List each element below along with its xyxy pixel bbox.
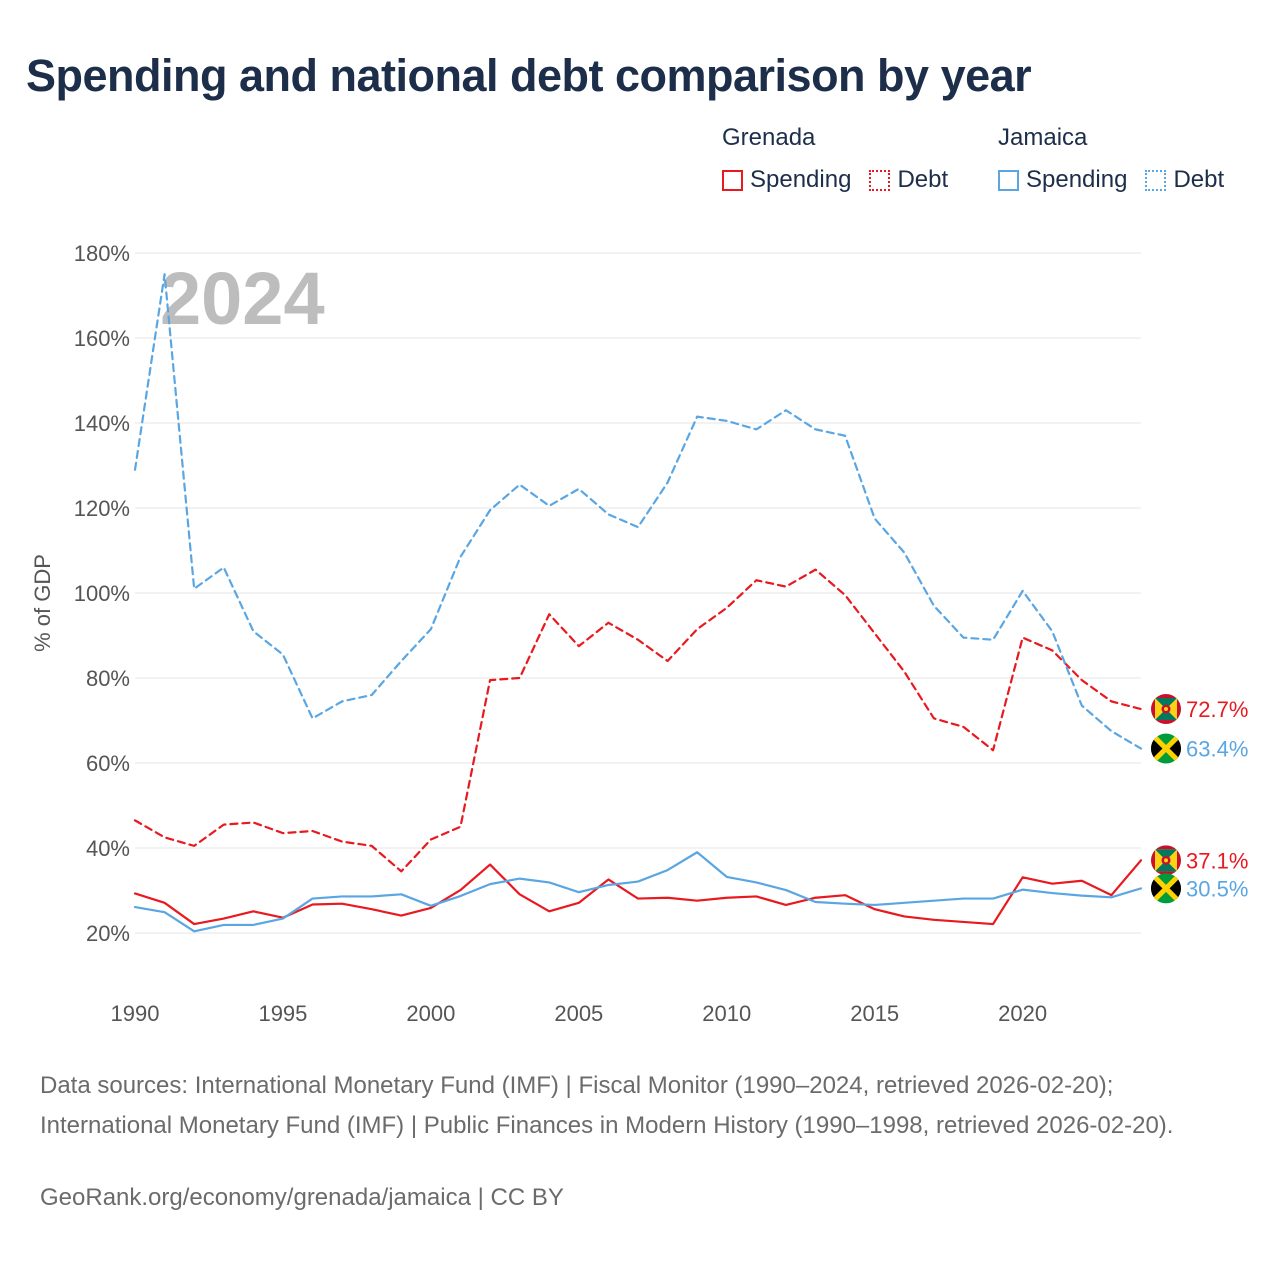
series-line-grenada-spending[interactable]: [133, 859, 1143, 926]
end-value-label: 30.5%: [1186, 876, 1248, 901]
legend-group-grenada: Grenada Spending Debt: [722, 124, 966, 194]
legend-swatch-solid: [998, 169, 1019, 191]
series-line-grenada-debt[interactable]: [133, 568, 1143, 873]
legend-item-jamaica-debt[interactable]: Debt: [1145, 166, 1224, 194]
grenada-flag-icon: [1151, 845, 1181, 875]
legend-item-grenada-debt[interactable]: Debt: [869, 166, 948, 194]
source-credit[interactable]: GeoRank.org/economy/grenada/jamaica | CC…: [40, 1184, 564, 1211]
gridlines: [135, 252, 1141, 934]
data-sources: Data sources: International Monetary Fun…: [40, 1072, 1174, 1139]
series-line-jamaica-spending[interactable]: [133, 851, 1143, 933]
legend-group-label: Jamaica: [998, 124, 1088, 151]
jamaica-flag-icon: [1151, 734, 1181, 764]
x-tick-label: 2020: [998, 1001, 1047, 1026]
year-watermark: 2024: [160, 257, 325, 340]
legend-item-grenada-spending[interactable]: Spending: [722, 166, 851, 194]
legend-swatch-dotted: [869, 169, 891, 191]
y-tick-label: 100%: [74, 581, 130, 606]
x-tick-label: 1990: [111, 1001, 160, 1026]
y-tick-label: 20%: [86, 921, 130, 946]
legend-label: Debt: [1173, 166, 1225, 193]
y-tick-label: 40%: [86, 836, 130, 861]
series-line-jamaica-debt[interactable]: [133, 273, 1143, 750]
y-tick-label: 140%: [74, 411, 130, 436]
axis-ticks: 20% 40% 60% 80% 100% 120% 140% 160% 180% 1990 1995…: [74, 241, 1047, 1026]
jamaica-flag-icon: [1151, 873, 1181, 903]
legend-group-label: Grenada: [722, 124, 816, 151]
legend-item-jamaica-spending[interactable]: Spending: [998, 166, 1127, 194]
x-tick-label: 2005: [554, 1001, 603, 1026]
end-value-label: 63.4%: [1186, 737, 1248, 762]
y-tick-label: 120%: [74, 496, 130, 521]
y-axis-label: % of GDP: [30, 554, 55, 652]
legend-swatch-solid: [722, 169, 743, 191]
legend-swatch-dotted: [1145, 169, 1167, 191]
legend-label: Spending: [750, 166, 852, 193]
x-tick-label: 1995: [258, 1001, 307, 1026]
legend-group-jamaica: Jamaica Spending Debt: [998, 124, 1242, 194]
series-lines: [133, 273, 1143, 933]
y-tick-label: 80%: [86, 666, 130, 691]
x-tick-label: 2015: [850, 1001, 899, 1026]
x-tick-label: 2010: [702, 1001, 751, 1026]
end-value-label: 72.7%: [1186, 697, 1248, 722]
end-value-label: 37.1%: [1186, 848, 1248, 873]
y-tick-label: 160%: [74, 326, 130, 351]
x-tick-label: 2000: [406, 1001, 455, 1026]
end-labels: 72.7% 63.4% 37.1% 30.5%: [1151, 694, 1248, 903]
legend-label: Debt: [897, 166, 949, 193]
grenada-flag-icon: [1151, 694, 1181, 724]
y-tick-label: 60%: [86, 751, 130, 776]
y-tick-label: 180%: [74, 241, 130, 266]
chart-title: Spending and national debt comparison by…: [26, 50, 1032, 101]
line-chart: 2024 % of GDP 20% 40% 60% 80% 100% 120% 140% 16…: [30, 241, 1248, 1026]
legend-label: Spending: [1026, 166, 1128, 193]
